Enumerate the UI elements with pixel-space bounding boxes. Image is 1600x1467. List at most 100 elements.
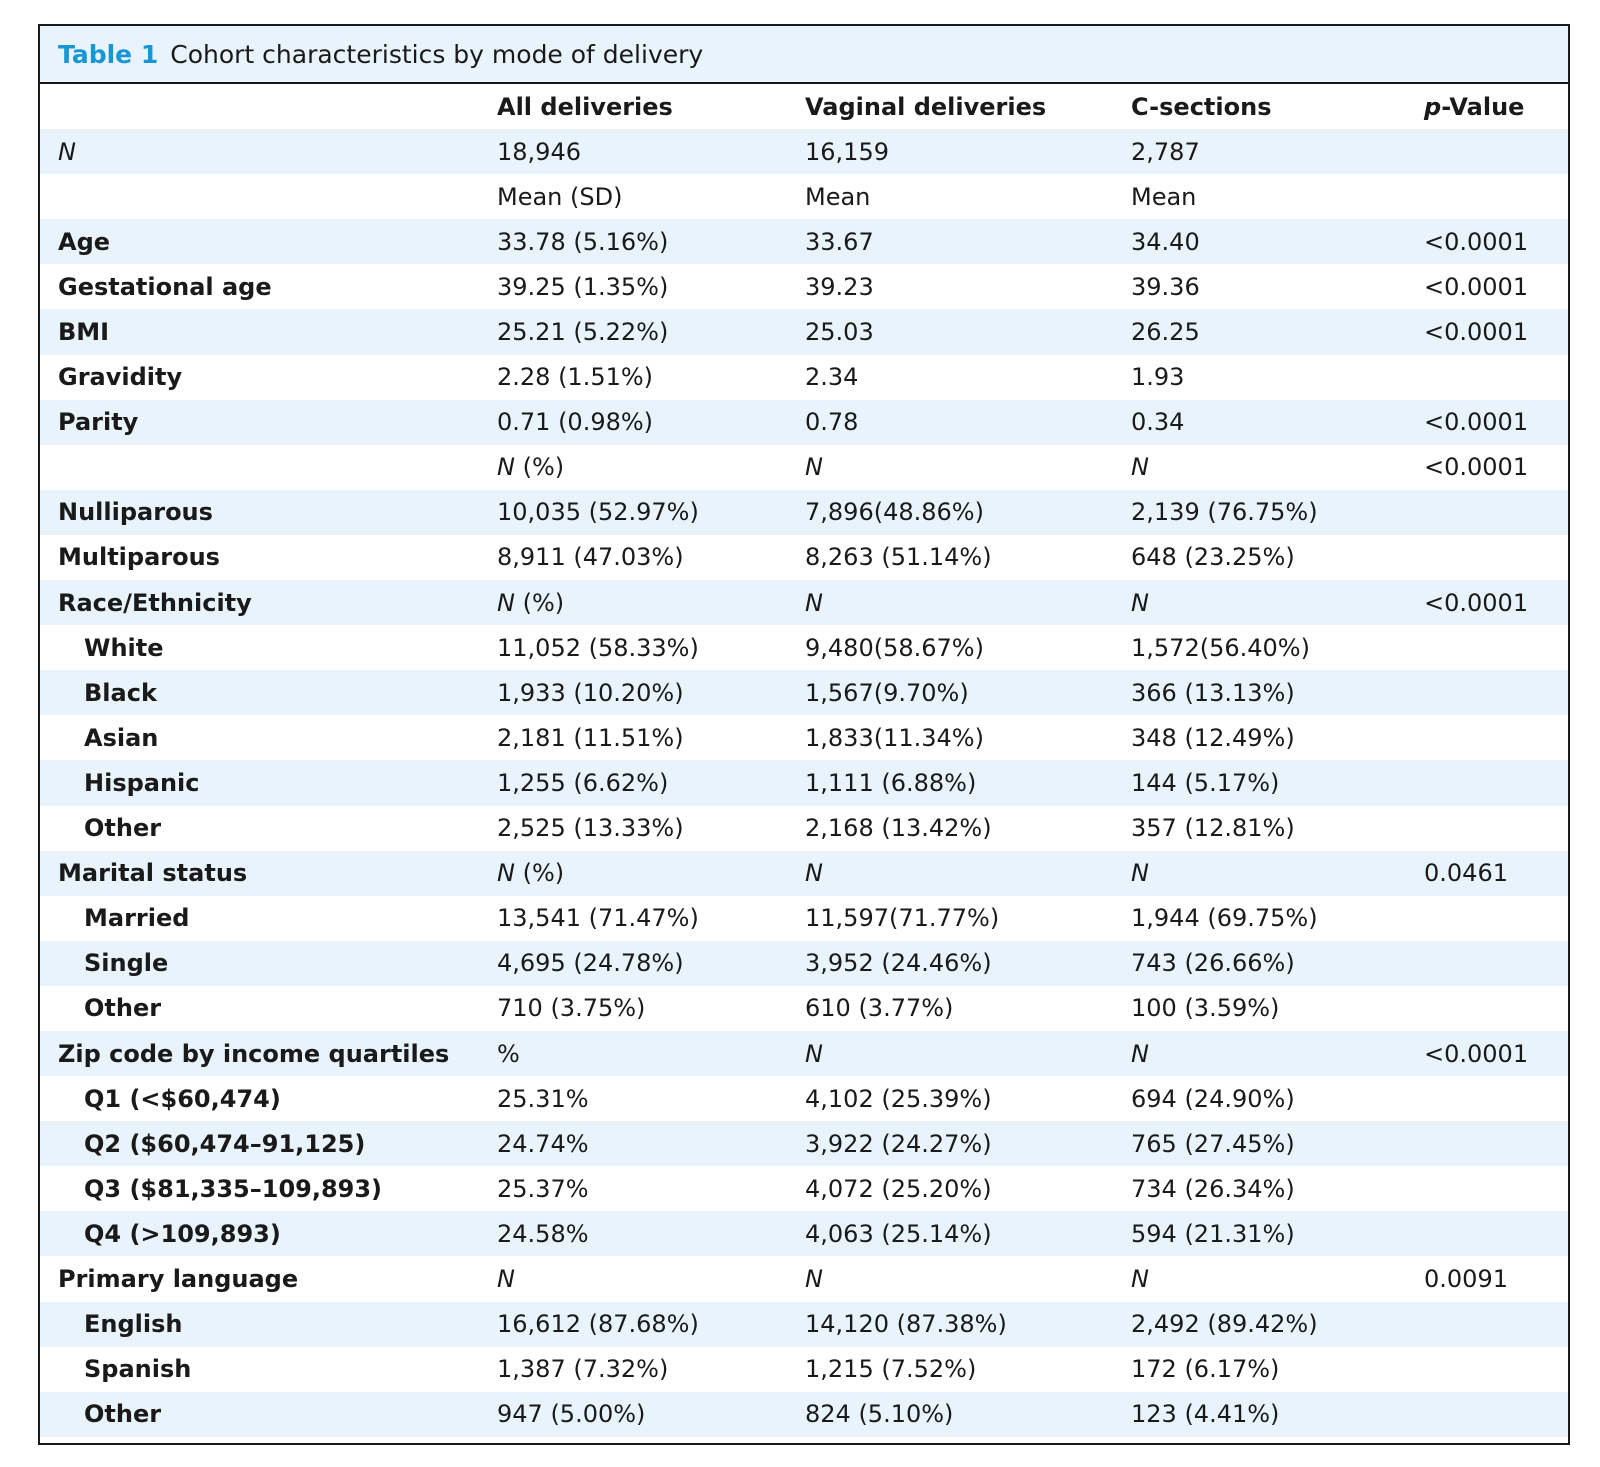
table-row: Q1 (<$60,474) 25.31% 4,102 (25.39%) 694 (24… [40,1076,1568,1121]
cell-p-value [1424,670,1568,715]
table-row: N (%) N N <0.0001 [40,445,1568,490]
cell-all-italic: N [497,453,515,482]
table-row: Black 1,933 (10.20%) 1,567(9.70%) 366 (13.1… [40,670,1568,716]
row-label: Q4 (>109,893) [84,1219,281,1248]
table-row: Gravidity 2.28 (1.51%) 2.34 1.93 [40,355,1568,400]
cell-c-sections: N [1131,1264,1149,1293]
header-vaginal-deliveries: Vaginal deliveries [805,92,1047,121]
table-row: Other 710 (3.75%) 610 (3.77%) 100 (3.59%) [40,986,1568,1031]
cell-vaginal-deliveries: 4,063 (25.14%) [805,1219,992,1248]
row-label: Q1 (<$60,474) [84,1084,281,1113]
cell-all-deliveries: 1,933 (10.20%) [497,678,684,707]
cell-vaginal-deliveries: 7,896(48.86%) [805,498,984,527]
cell-all-deliveries: 33.78 (5.16%) [497,227,669,256]
cell-c-sections: 357 (12.81%) [1131,814,1295,843]
cell-p-value [1424,1347,1568,1392]
cell-all-deliveries: N [497,1264,515,1293]
cell-vaginal-deliveries: 3,952 (24.46%) [805,949,992,978]
row-label: Parity [58,408,139,437]
table-row: Single 4,695 (24.78%) 3,952 (24.46%) 743 (2… [40,940,1568,986]
cell-p-value [1424,355,1568,400]
cell-all-deliveries: N (%) [497,851,805,896]
cell-p-value: <0.0001 [1424,318,1529,347]
cell-all-deliveries: 10,035 (52.97%) [497,498,699,527]
cell-p-value: <0.0001 [1424,408,1529,437]
cell-c-sections: 144 (5.17%) [1131,768,1280,797]
cell-p-value: <0.0001 [1424,588,1529,617]
table-row: Hispanic 1,255 (6.62%) 1,111 (6.88%) 144 (5… [40,760,1568,806]
cell-all-deliveries: 13,541 (71.47%) [497,904,699,933]
table-row: Parity 0.71 (0.98%) 0.78 0.34 <0.0001 [40,399,1568,445]
cell-c-sections: 2,492 (89.42%) [1131,1310,1318,1339]
table-row: Q3 ($81,335–109,893) 25.37% 4,072 (25.20%)… [40,1166,1568,1211]
cell-c-sections: 734 (26.34%) [1131,1174,1295,1203]
cell-vaginal-deliveries: 824 (5.10%) [805,1400,954,1429]
cell-c-sections: 172 (6.17%) [1131,1355,1280,1384]
cell-vaginal-deliveries: 25.03 [805,318,874,347]
cell-vaginal-deliveries: 14,120 (87.38%) [805,1310,1007,1339]
cell-all-deliveries: 24.74% [497,1129,589,1158]
cell-c-sections: 2,139 (76.75%) [1131,498,1318,527]
cell-p-value: 0.0091 [1424,1264,1508,1293]
row-label: Single [84,949,169,978]
cell-vaginal-deliveries: N [805,453,823,482]
cell-c-sections: 648 (23.25%) [1131,543,1295,572]
row-label: White [84,633,164,662]
cell-all-deliveries: 2.28 (1.51%) [497,363,654,392]
row-label: Nulliparous [58,498,213,527]
cell-all-rest: (%) [514,453,565,482]
cell-c-sections: 1.93 [1131,363,1185,392]
cell-vaginal-deliveries: 2,168 (13.42%) [805,814,992,843]
table-row: Asian 2,181 (11.51%) 1,833(11.34%) 348 (12.… [40,715,1568,760]
cell-c-sections: 348 (12.49%) [1131,723,1295,752]
cell-all-deliveries: 25.21 (5.22%) [497,318,669,347]
row-label: Married [84,904,190,933]
row-label: Spanish [84,1355,192,1384]
cell-all-deliveries: 4,695 (24.78%) [497,949,684,978]
row-label: Hispanic [84,768,200,797]
cell-vaginal-deliveries: N [805,1264,823,1293]
table-row: English 16,612 (87.68%) 14,120 (87.38%) 2,4… [40,1301,1568,1347]
row-label: Marital status [58,859,248,888]
cell-c-sections: 34.40 [1131,227,1200,256]
header-p-value: p-Value [1424,84,1568,129]
cell-all-italic: N [497,588,515,617]
header-row: All deliveries Vaginal deliveries C-sect… [40,84,1568,129]
cell-all-deliveries: 24.58% [497,1219,589,1248]
header-p-rest: -Value [1441,92,1525,121]
row-label: Race/Ethnicity [58,588,252,617]
cell-vaginal-deliveries: N [805,588,823,617]
table-row: Marital status N (%) N N 0.0461 [40,850,1568,896]
cell-p-value [1424,715,1568,760]
header-blank [40,84,497,129]
header-p-italic: p [1424,92,1442,121]
cell-all-deliveries: 16,612 (87.68%) [497,1310,699,1339]
cell-p-value: <0.0001 [1424,453,1529,482]
cell-vaginal-deliveries: 9,480(58.67%) [805,633,984,662]
cell-all-deliveries: 947 (5.00%) [497,1400,646,1429]
cell-p-value: <0.0001 [1424,272,1529,301]
cell-all-deliveries: 1,387 (7.32%) [497,1355,669,1384]
cell-c-sections: N [1131,859,1149,888]
cell-vaginal-deliveries: N [805,859,823,888]
cell-vaginal-deliveries: 610 (3.77%) [805,994,954,1023]
cell-c-sections: N [1131,588,1149,617]
table-row: Age 33.78 (5.16%) 33.67 34.40 <0.0001 [40,219,1568,265]
table-row: Other 947 (5.00%) 824 (5.10%) 123 (4.41%) [40,1391,1568,1437]
row-label: Other [84,814,162,843]
cell-p-value [1424,1302,1568,1347]
row-label [40,445,497,490]
table-row: Q2 ($60,474–91,125) 24.74% 3,922 (24.27%) 7… [40,1121,1568,1167]
table-row: Primary language N N N 0.0091 [40,1256,1568,1301]
cell-p-value [1424,760,1568,805]
table-caption: Table 1 Cohort characteristics by mode o… [40,26,1568,84]
cell-p-value [1424,941,1568,986]
row-label: Other [84,1400,162,1429]
cell-vaginal-deliveries: 2.34 [805,363,859,392]
cell-all-rest: (%) [514,588,565,617]
cell-c-sections: 743 (26.66%) [1131,949,1295,978]
cell-c-sections: 100 (3.59%) [1131,994,1280,1023]
row-label: Zip code by income quartiles [58,1039,450,1068]
row-label: Gestational age [58,272,272,301]
row-label: Gravidity [58,363,183,392]
